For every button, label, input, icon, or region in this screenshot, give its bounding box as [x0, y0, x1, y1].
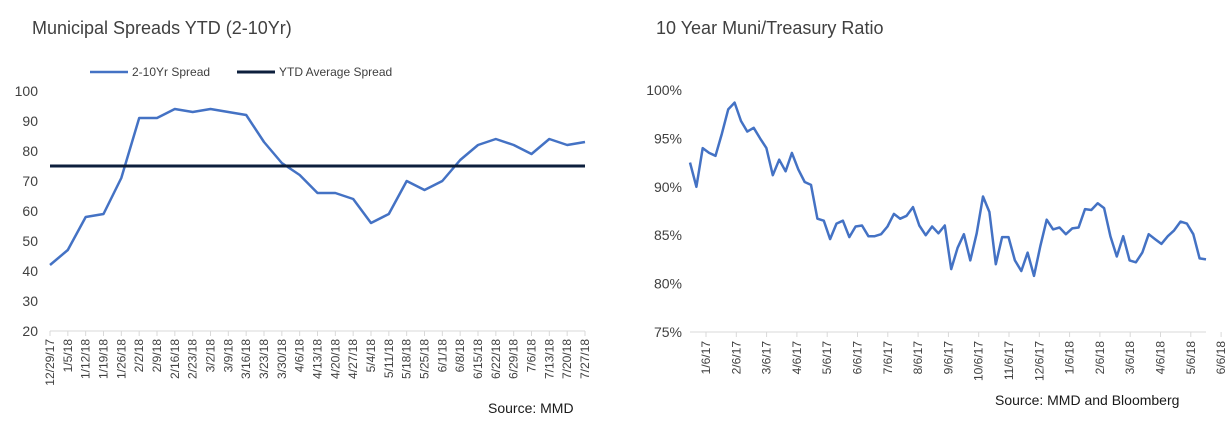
- x-tick-label: 5/6/17: [820, 341, 834, 375]
- x-tick-label: 2/6/17: [729, 341, 743, 375]
- y-tick-label: 30: [22, 293, 38, 309]
- chart-panel-ratio: 10 Year Muni/Treasury Ratio 75% 80% 85% 90%…: [620, 0, 1228, 426]
- x-tick-label: 7/27/18: [578, 339, 592, 379]
- x-tick-label: 4/20/18: [328, 339, 342, 379]
- y-tick-label: 50: [22, 233, 38, 249]
- x-tick-label: 1/6/18: [1063, 341, 1077, 375]
- x-tick-label: 3/30/18: [275, 339, 289, 379]
- x-tick-label: 2/6/18: [1093, 341, 1107, 375]
- x-tick-label: 1/19/18: [97, 339, 111, 379]
- y-tick-label: 80: [22, 143, 38, 159]
- x-tick-label: 9/6/17: [941, 341, 955, 375]
- y-tick-label: 100%: [646, 82, 682, 98]
- x-tick-label: 3/6/18: [1123, 341, 1137, 375]
- series-line-spread: [49, 107, 586, 266]
- chart-title: 10 Year Muni/Treasury Ratio: [656, 18, 884, 38]
- x-tick-label: 4/6/18: [293, 339, 307, 373]
- x-tick-label: 3/23/18: [257, 339, 271, 379]
- x-tick-label: 7/13/18: [542, 339, 556, 379]
- x-tick-label: 7/6/17: [881, 341, 895, 375]
- spreads-chart: 20 30 40 50 60 70 80 90 100 12/29/17 1/5/18 1/12/18…: [15, 65, 592, 386]
- x-tick-label: 12/29/17: [43, 339, 57, 386]
- x-tick-label: 12/6/17: [1032, 341, 1046, 381]
- x-tick-label: 4/6/18: [1154, 341, 1168, 375]
- x-tick-label: 4/27/18: [346, 339, 360, 379]
- x-tick-label: 3/9/18: [221, 339, 235, 373]
- x-tick-label: 7/6/18: [525, 339, 539, 373]
- x-tick-label: 5/25/18: [418, 339, 432, 379]
- x-tick-label: 1/26/18: [114, 339, 128, 379]
- x-tick-label: 11/6/17: [1002, 341, 1016, 380]
- chart-source: Source: MMD: [488, 400, 574, 416]
- y-tick-label: 40: [22, 263, 38, 279]
- y-tick-label: 80%: [654, 276, 682, 292]
- y-tick-label: 60: [22, 203, 38, 219]
- legend-label: YTD Average Spread: [279, 65, 392, 79]
- x-tick-label: 6/22/18: [489, 339, 503, 379]
- x-tick-label: 7/20/18: [560, 339, 574, 379]
- x-tick-label: 6/1/18: [435, 339, 449, 373]
- y-tick-label: 75%: [654, 324, 682, 340]
- series-line-ratio: [688, 101, 1207, 278]
- x-tick-label: 4/6/17: [790, 341, 804, 375]
- x-tick-label: 1/6/17: [699, 341, 713, 375]
- y-tick-label: 95%: [654, 130, 682, 146]
- x-tick-label: 1/12/18: [79, 339, 93, 379]
- y-tick-label: 70: [22, 173, 38, 189]
- chart-source: Source: MMD and Bloomberg: [995, 392, 1180, 408]
- y-tick-label: 85%: [654, 227, 682, 243]
- x-tick-label: 5/4/18: [364, 339, 378, 373]
- x-tick-label: 2/16/18: [168, 339, 182, 379]
- x-tick-label: 6/15/18: [471, 339, 485, 379]
- ratio-chart: 75% 80% 85% 90% 95% 100% 1/6/17 2/6/17 3/6/17 4/6…: [646, 82, 1228, 381]
- x-tick-label: 5/11/18: [382, 339, 396, 378]
- y-tick-label: 90%: [654, 179, 682, 195]
- x-tick-label: 6/6/17: [851, 341, 865, 375]
- y-tick-label: 100: [15, 83, 39, 99]
- x-tick-label: 6/29/18: [507, 339, 521, 379]
- x-tick-label: 5/6/18: [1184, 341, 1198, 375]
- chart-title: Municipal Spreads YTD (2-10Yr): [32, 18, 292, 38]
- x-tick-label: 3/16/18: [239, 339, 253, 379]
- x-tick-label: 3/2/18: [204, 339, 218, 373]
- x-tick-label: 4/13/18: [311, 339, 325, 379]
- x-tick-label: 2/23/18: [186, 339, 200, 379]
- y-tick-label: 20: [22, 323, 38, 339]
- x-tick-label: 3/6/17: [760, 341, 774, 375]
- x-tick-label: 8/6/17: [911, 341, 925, 375]
- x-tick-label: 5/18/18: [400, 339, 414, 379]
- x-tick-label: 10/6/17: [972, 341, 986, 381]
- x-tick-label: 2/9/18: [150, 339, 164, 373]
- x-tick-label: 6/8/18: [453, 339, 467, 373]
- chart-panel-spreads: Municipal Spreads YTD (2-10Yr) 20 30 40 50 6…: [0, 0, 600, 426]
- x-tick-label: 1/5/18: [61, 339, 75, 373]
- legend-label: 2-10Yr Spread: [132, 65, 210, 79]
- x-tick-label: 2/2/18: [132, 339, 146, 373]
- y-tick-label: 90: [22, 113, 38, 129]
- x-tick-label: 6/6/18: [1214, 341, 1228, 375]
